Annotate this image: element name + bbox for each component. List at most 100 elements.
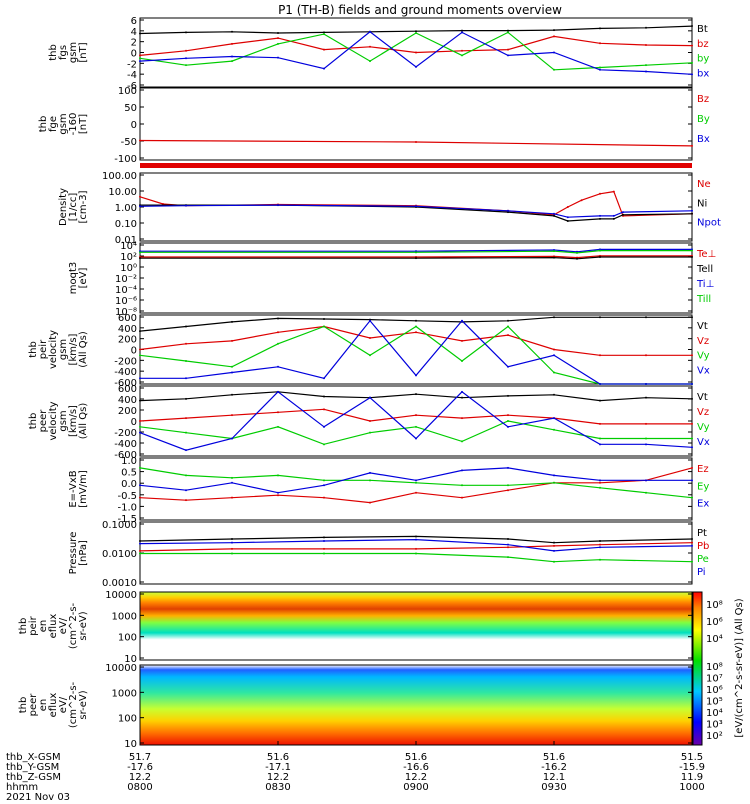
footer-value-x: 51.6 (543, 752, 565, 763)
data-point (553, 212, 555, 215)
series-Vt (139, 391, 693, 402)
footer-value-y: -17.6 (127, 762, 153, 773)
data-point (323, 443, 325, 446)
y-tick-label: 0 (131, 120, 137, 131)
y-tick-label: -200 (114, 428, 137, 439)
data-point (323, 496, 325, 499)
data-point (507, 48, 509, 51)
data-point (323, 547, 325, 550)
data-point (231, 339, 233, 342)
data-point (599, 540, 601, 543)
footer-value-z: 12.1 (543, 772, 565, 783)
y-tick-label: 10⁻⁶ (115, 296, 137, 307)
data-point (415, 319, 417, 322)
data-point (507, 546, 509, 549)
data-point (645, 316, 647, 319)
footer-value-y: -16.6 (403, 762, 429, 773)
data-point (185, 449, 187, 452)
colorbar-tick-label: 10⁴ (706, 708, 723, 719)
data-point (461, 440, 463, 443)
data-point (691, 437, 693, 440)
y-tick-label: -2 (127, 59, 137, 70)
data-point (139, 549, 141, 552)
data-point (461, 396, 463, 399)
data-point (415, 31, 417, 34)
data-point (507, 543, 509, 546)
colorbar-tick-label: 10³ (706, 720, 723, 731)
data-point (645, 396, 647, 399)
data-point (507, 209, 509, 212)
colorbar-tick-label: 10² (706, 731, 723, 742)
series-Till (140, 250, 692, 254)
data-point (231, 320, 233, 323)
data-point (691, 144, 693, 147)
data-point (185, 325, 187, 328)
data-point (323, 48, 325, 51)
legend-Bz: Bz (697, 94, 709, 105)
data-point (369, 30, 371, 33)
data-point (553, 214, 555, 217)
panel-7: 1.00.50.0-0.5-1.0-1.5 E=-VxB[mV/m] Ez Ey Ex (68, 456, 709, 525)
data-point (645, 443, 647, 446)
data-point (553, 393, 555, 396)
data-point (185, 474, 187, 477)
data-point (507, 466, 509, 469)
data-point (323, 318, 325, 321)
legend-by: by (697, 54, 709, 65)
y-tick-label: 100 (118, 86, 137, 97)
footer-value-z: 12.2 (405, 772, 427, 783)
series-Vz (139, 408, 692, 425)
data-point (599, 27, 601, 30)
panel-frame (139, 87, 693, 161)
data-point (553, 560, 555, 563)
data-point (277, 331, 279, 334)
data-point (599, 316, 601, 319)
data-point (231, 55, 233, 58)
data-point (553, 35, 555, 38)
y-tick-label: 0 (131, 346, 137, 357)
data-point (599, 558, 601, 561)
data-point (553, 417, 555, 420)
y-tick-label: -0.5 (117, 491, 137, 502)
data-point (645, 64, 647, 67)
data-point (691, 422, 693, 425)
data-point (139, 484, 141, 487)
data-point (599, 543, 601, 546)
data-point (231, 365, 233, 368)
data-point (323, 536, 325, 539)
y-tick-label: -4 (127, 70, 137, 81)
y-tick-label: 1000 (112, 611, 137, 622)
data-point (507, 556, 509, 559)
series-Vt (139, 316, 692, 332)
y-tick-label: 0.1000 (102, 520, 137, 531)
panel-8: 0.1000 0.0100 0.0010 Pressure[nPa] Pt Pb Pe Pi (68, 520, 709, 589)
data-point (553, 316, 555, 319)
y-tick-label: 0.0010 (102, 578, 137, 589)
data-point (139, 542, 141, 545)
legend-Ti⊥: Ti⊥ (696, 279, 714, 290)
y-axis-label: thbpeervelocitygsm[km/s](All Qs) (28, 401, 89, 440)
data-point (323, 540, 325, 543)
y-tick-label: 10⁰ (120, 263, 137, 274)
data-point (139, 60, 141, 63)
data-point (461, 417, 463, 420)
data-point (277, 365, 279, 368)
data-point (415, 65, 417, 68)
data-point (139, 552, 141, 555)
data-point (231, 496, 233, 499)
data-point (323, 377, 325, 380)
footer-value-y: -17.1 (265, 762, 291, 773)
y-tick-label: -6 (127, 81, 137, 92)
data-point (553, 250, 555, 253)
data-point (415, 141, 417, 143)
data-point (645, 437, 647, 440)
colorbar (692, 591, 703, 746)
legend-Till: Till (696, 294, 711, 305)
data-point (415, 552, 417, 555)
data-point (566, 220, 569, 223)
y-tick-label: -1.5 (117, 514, 137, 525)
data-point (553, 354, 555, 357)
data-point (691, 25, 693, 28)
data-point (323, 67, 325, 70)
data-point (553, 544, 555, 547)
